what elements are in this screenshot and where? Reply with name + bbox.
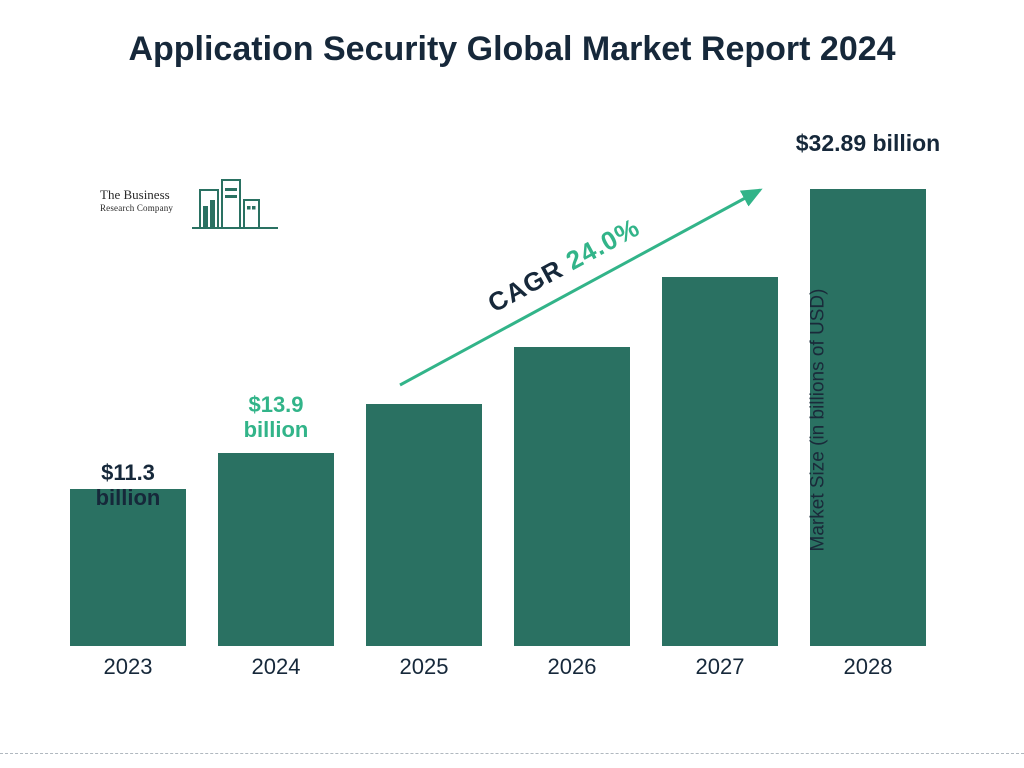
x-label-2026: 2026	[512, 654, 632, 680]
x-label-2028: 2028	[808, 654, 928, 680]
x-label-2027: 2027	[660, 654, 780, 680]
chart-title: Application Security Global Market Repor…	[0, 28, 1024, 71]
x-label-2025: 2025	[364, 654, 484, 680]
y-axis-label: Market Size (in billions of USD)	[808, 289, 830, 552]
bar-chart: 202320242025202620272028 $11.3billion$13…	[70, 160, 940, 680]
value-label-2028: $32.89 billion	[790, 130, 946, 156]
bar-2024	[218, 453, 334, 646]
x-label-2024: 2024	[216, 654, 336, 680]
x-label-2023: 2023	[68, 654, 188, 680]
value-label-2023: $11.3billion	[50, 460, 206, 511]
bar-2027	[662, 277, 778, 646]
bar-2026	[514, 347, 630, 646]
bar-2025	[366, 404, 482, 646]
value-label-2024: $13.9billion	[198, 392, 354, 443]
footer-divider	[0, 753, 1024, 754]
bar-2023	[70, 489, 186, 646]
